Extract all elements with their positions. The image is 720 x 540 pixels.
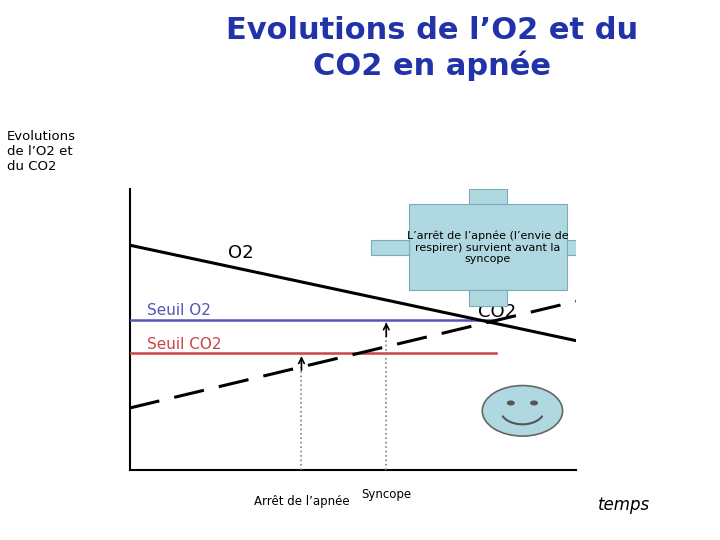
Text: temps: temps (598, 496, 649, 514)
FancyBboxPatch shape (469, 290, 507, 306)
FancyBboxPatch shape (371, 240, 409, 255)
FancyBboxPatch shape (567, 240, 605, 255)
Circle shape (507, 401, 515, 406)
Text: O2: O2 (228, 244, 253, 262)
FancyBboxPatch shape (469, 189, 507, 205)
Text: CO2: CO2 (478, 303, 516, 321)
FancyBboxPatch shape (409, 205, 567, 290)
Text: Evolutions de l’O2 et du
CO2 en apnée: Evolutions de l’O2 et du CO2 en apnée (226, 16, 638, 80)
Text: L’arrêt de l’apnée (l’envie de
respirer) survient avant la
syncope: L’arrêt de l’apnée (l’envie de respirer)… (407, 231, 569, 264)
Circle shape (530, 401, 538, 406)
Text: Seuil CO2: Seuil CO2 (148, 337, 222, 352)
Text: Evolutions
de l’O2 et
du CO2: Evolutions de l’O2 et du CO2 (7, 130, 76, 173)
Text: Syncope: Syncope (361, 488, 411, 501)
Text: Arrêt de l’apnée: Arrêt de l’apnée (253, 495, 349, 508)
Circle shape (482, 386, 562, 436)
Text: Seuil O2: Seuil O2 (148, 303, 212, 318)
